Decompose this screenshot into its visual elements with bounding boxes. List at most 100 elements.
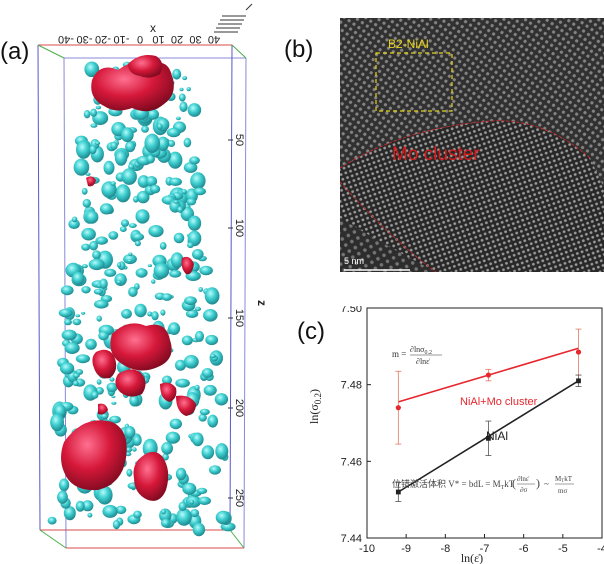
data-point	[486, 435, 491, 441]
ni-al-particle	[102, 504, 118, 518]
ni-al-particle	[75, 314, 81, 318]
ni-al-particle	[182, 482, 197, 495]
ni-al-particle	[173, 200, 179, 204]
ni-al-particle	[94, 299, 109, 309]
apt-x-tick-label: 30	[189, 33, 201, 45]
plot-frame	[366, 307, 603, 539]
ni-al-particle	[119, 226, 127, 233]
ni-al-particle	[135, 268, 148, 278]
svg-text:~: ~	[544, 479, 549, 489]
ni-al-particle	[192, 249, 204, 260]
ni-al-particle	[110, 141, 118, 150]
ni-al-particle	[166, 127, 181, 138]
ni-al-particle	[91, 391, 99, 399]
panel-label-c: (c)	[297, 318, 325, 345]
ni-al-particle	[128, 223, 137, 229]
ni-al-particle	[125, 451, 132, 457]
ni-al-particle	[183, 137, 192, 148]
series-1: NiAl	[395, 374, 582, 502]
ni-al-particle	[121, 308, 132, 319]
ni-al-particle	[169, 270, 182, 278]
ni-al-particle	[103, 160, 115, 175]
ni-al-particle	[186, 198, 197, 206]
ni-al-particle	[132, 435, 142, 446]
ni-al-particle	[147, 264, 152, 268]
cluster-boundary-upper	[340, 120, 591, 169]
x-tick-label: -9	[401, 543, 411, 555]
ni-al-particle	[195, 330, 204, 342]
x-tick-label: -10	[359, 543, 375, 555]
svg-text:∂lnε̇: ∂lnε̇	[517, 475, 530, 483]
panel-label-b: (b)	[284, 36, 314, 63]
ni-al-particle	[209, 465, 221, 475]
ni-al-particle	[59, 478, 70, 492]
ni-al-particle	[157, 123, 163, 130]
ni-al-particle	[146, 154, 155, 164]
mo-cluster	[61, 420, 127, 491]
apt-x-ticks: 40 30 20 10 0 -10-20-30-40	[58, 33, 220, 45]
ni-al-particle	[129, 394, 140, 407]
ni-al-particle	[187, 215, 202, 231]
ni-al-particle	[141, 125, 149, 133]
ni-al-particle	[81, 227, 96, 241]
ni-al-particle	[50, 413, 64, 432]
ni-al-particle	[189, 499, 195, 505]
apt-z-tick-label: 100	[233, 219, 245, 237]
y-tick-label: 7.44	[341, 533, 362, 545]
ni-al-particle	[190, 172, 206, 190]
ni-al-particle	[124, 426, 136, 439]
m-equation: m = ∂lnσ0.2 ∂lnε̇	[392, 345, 442, 366]
ni-al-particle	[115, 505, 127, 515]
ni-al-particle	[151, 279, 156, 284]
ni-al-particle	[204, 287, 220, 305]
ni-al-particle	[194, 306, 202, 312]
ni-al-particle	[168, 151, 183, 169]
ni-al-particle	[108, 231, 119, 240]
ni-al-particle	[128, 286, 138, 297]
ni-al-particle	[161, 518, 171, 528]
ni-al-particle	[68, 219, 80, 230]
ni-al-particle	[92, 250, 101, 260]
ni-al-particle	[85, 338, 97, 350]
lower-grain	[340, 218, 436, 272]
strain-rate-chart: 7.44 7.46 7.48 7.50 -10 -9 -8 -7 -6 -5 -4 ln(σ0.2…	[307, 306, 604, 564]
mo-cluster	[176, 395, 196, 416]
ni-al-particle	[128, 163, 135, 170]
apt-x-tick-label: -20	[95, 33, 111, 45]
ni-al-particle	[215, 443, 229, 460]
ni-al-particle	[99, 278, 108, 290]
apt-x-tick-label: 10	[152, 33, 164, 45]
ni-al-particle	[72, 380, 79, 387]
ni-al-particle	[192, 522, 206, 537]
ni-al-particle	[203, 309, 218, 322]
ni-al-particle	[179, 101, 188, 113]
ni-al-particle	[167, 139, 176, 148]
ni-al-particle	[64, 318, 72, 326]
ni-al-particle	[134, 240, 141, 247]
ni-al-particle	[196, 487, 208, 494]
ni-al-particle	[169, 177, 182, 186]
series-layer: NiAl+Mo cluster NiAl	[395, 328, 582, 502]
ni-al-particle	[128, 252, 133, 256]
ni-al-particle	[169, 418, 182, 430]
ni-al-particle	[75, 500, 85, 512]
cluster-boundary-lower	[340, 181, 437, 272]
ni-al-particle	[64, 342, 80, 354]
ni-al-particle	[115, 184, 131, 203]
ni-al-particle	[175, 359, 186, 371]
ni-al-particle	[96, 315, 102, 322]
series-label: NiAl	[486, 429, 508, 443]
apt-x-axis-letter: x	[150, 21, 156, 35]
apt-x-tick-label: 20	[171, 33, 183, 45]
ni-al-particle	[89, 144, 97, 155]
data-point	[575, 349, 582, 355]
ni-al-particle	[84, 61, 100, 78]
ni-al-particle	[75, 354, 90, 364]
ni-al-particle	[199, 408, 210, 416]
ni-al-particle	[133, 196, 139, 203]
ni-al-particle	[215, 510, 231, 525]
ni-al-particle	[125, 141, 136, 153]
ni-al-particle	[94, 141, 101, 146]
ni-al-particle	[76, 140, 92, 159]
ni-al-particle	[81, 286, 91, 294]
